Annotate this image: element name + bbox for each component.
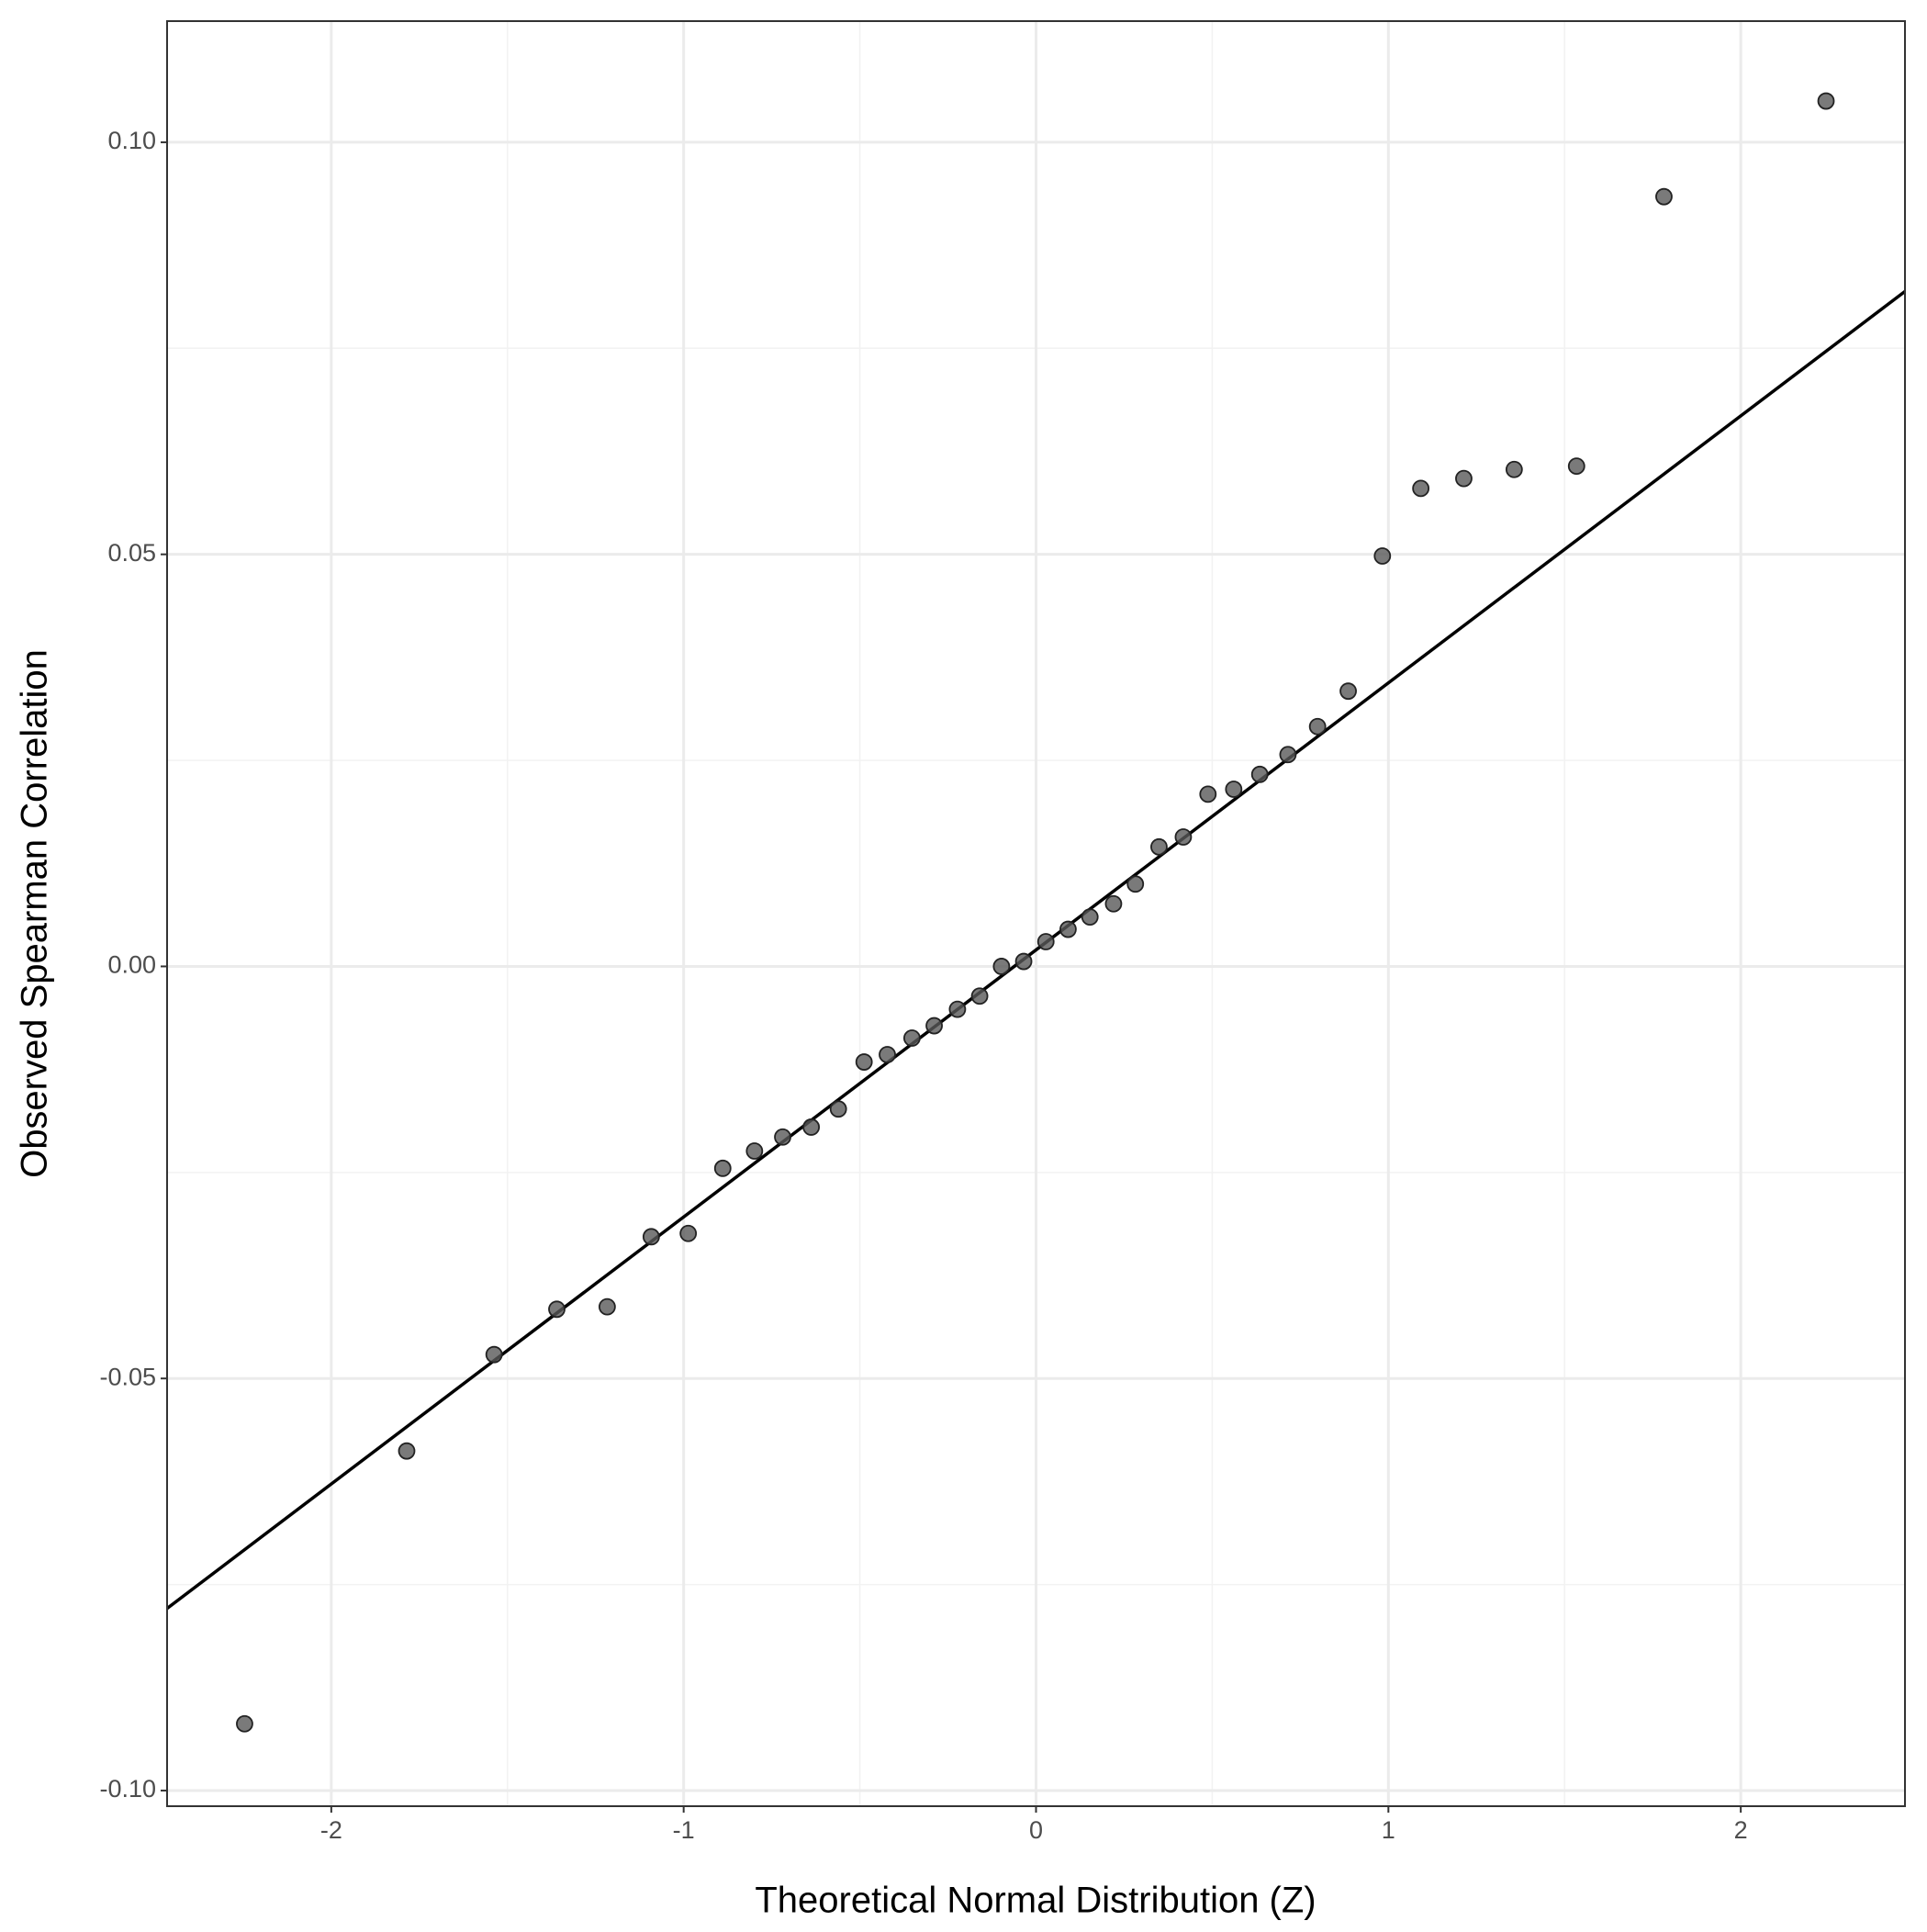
point	[642, 1228, 660, 1246]
x-tick-label: 2	[1734, 1816, 1748, 1844]
point	[236, 1714, 253, 1733]
x-axis-title: Theoretical Normal Distribution (Z)	[755, 1881, 1316, 1921]
y-tick-label: -0.05	[99, 1363, 156, 1390]
point	[925, 1017, 943, 1035]
point	[802, 1118, 821, 1136]
point	[1308, 717, 1327, 736]
y-tick-label: 0.10	[107, 127, 156, 154]
point	[548, 1300, 566, 1319]
point	[1817, 92, 1835, 110]
point	[829, 1100, 847, 1118]
point	[1655, 187, 1673, 206]
point	[774, 1128, 791, 1146]
point	[855, 1053, 873, 1071]
point	[1174, 828, 1193, 846]
y-tick-label: -0.10	[99, 1775, 156, 1803]
point	[1567, 457, 1585, 476]
y-tick-label: 0.05	[107, 539, 156, 567]
point	[1339, 682, 1357, 701]
point	[1199, 785, 1217, 803]
point	[879, 1046, 896, 1063]
point	[1081, 908, 1099, 926]
point	[1455, 469, 1473, 488]
point	[970, 987, 989, 1005]
point	[902, 1029, 921, 1047]
point	[1505, 460, 1523, 478]
reference-line	[165, 289, 1907, 1610]
x-tick-label: -2	[320, 1816, 342, 1844]
point	[1059, 920, 1077, 938]
point	[1126, 875, 1145, 893]
point	[992, 958, 1011, 975]
point	[1250, 765, 1269, 783]
x-tick-label: 0	[1029, 1816, 1043, 1844]
y-axis-title: Observed Spearman Correlation	[15, 649, 55, 1178]
x-tick-label: -1	[673, 1816, 695, 1844]
point	[1373, 547, 1392, 565]
point	[1014, 952, 1033, 971]
point	[1036, 933, 1055, 950]
point	[1412, 479, 1430, 498]
point	[1150, 837, 1168, 856]
point	[948, 1000, 967, 1018]
point	[598, 1297, 616, 1316]
panel-border	[166, 20, 1906, 1807]
point	[713, 1159, 732, 1177]
x-tick-label: 1	[1382, 1816, 1395, 1844]
point	[485, 1345, 503, 1364]
y-tick-label: 0.00	[107, 951, 156, 979]
point	[745, 1142, 764, 1160]
point	[679, 1224, 698, 1242]
point	[398, 1442, 416, 1460]
point	[1104, 894, 1123, 913]
point	[1279, 746, 1297, 764]
point	[1225, 781, 1243, 798]
